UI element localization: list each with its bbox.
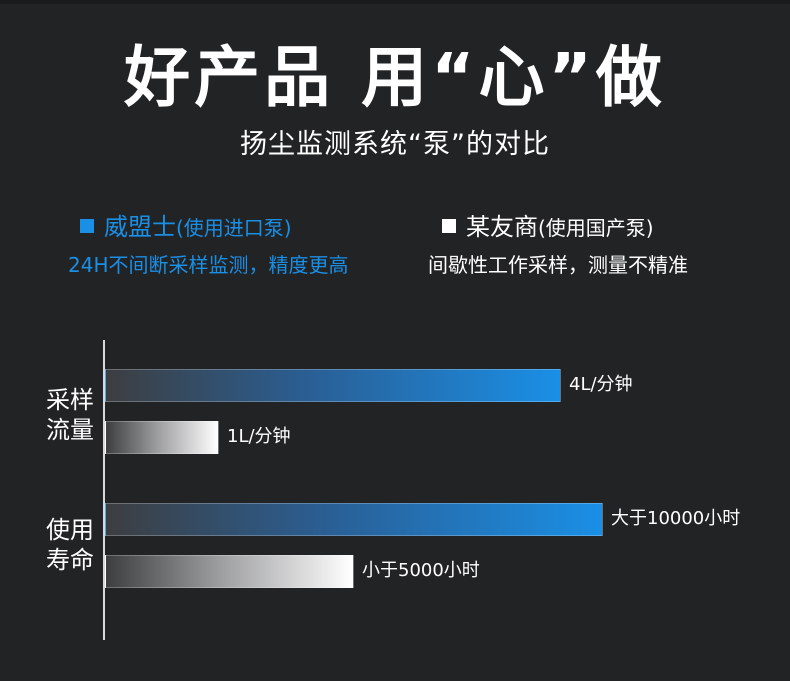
category-label-flow: 采样 流量	[40, 385, 100, 445]
data-label: 1L/分钟	[227, 426, 291, 447]
category-label-line: 采样	[46, 386, 94, 414]
page-subtitle: 扬尘监测系统“泵”的对比	[240, 129, 550, 160]
legend-swatch-white	[442, 219, 456, 233]
legend-description: 间歇性工作采样，测量不精准	[428, 253, 688, 277]
category-label-lifespan: 使用 寿命	[40, 515, 100, 575]
legend-swatch-blue	[80, 219, 94, 233]
category-label-line: 寿命	[46, 546, 94, 574]
legend-name: 威盟士	[104, 213, 176, 241]
top-divider	[0, 0, 790, 4]
bar-weimengshi-lifespan	[105, 503, 603, 536]
data-label: 大于10000小时	[611, 508, 741, 529]
legend-name: 某友商	[466, 213, 538, 241]
page-title: 好产品 用“心”做	[124, 39, 666, 116]
data-label: 4L/分钟	[569, 374, 633, 395]
bar-competitor-flow	[105, 421, 219, 454]
legend-note: (使用国产泵)	[538, 216, 654, 240]
category-label-line: 使用	[46, 516, 94, 544]
legend-description: 24H不间断采样监测，精度更高	[68, 253, 349, 277]
legend-note: (使用进口泵)	[176, 216, 292, 240]
bar-competitor-lifespan	[105, 555, 354, 588]
legend-item-weimengshi: 威盟士(使用进口泵) 24H不间断采样监测，精度更高	[68, 212, 349, 279]
bar-weimengshi-flow	[105, 369, 561, 402]
category-label-line: 流量	[46, 416, 94, 444]
y-axis-line	[103, 340, 105, 640]
legend-item-competitor: 某友商(使用国产泵) 间歇性工作采样，测量不精准	[428, 212, 688, 279]
data-label: 小于5000小时	[362, 560, 480, 581]
